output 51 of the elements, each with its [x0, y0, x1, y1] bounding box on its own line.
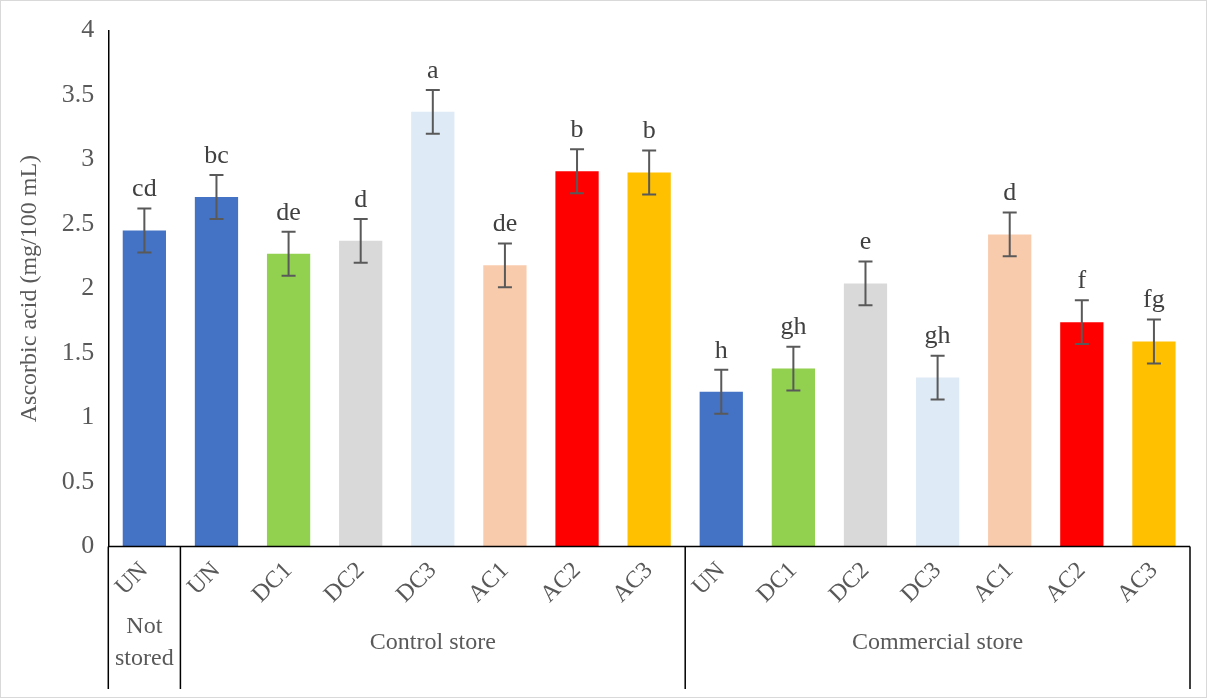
data-label: h — [714, 334, 728, 364]
data-label: bc — [204, 139, 229, 169]
bar — [266, 253, 311, 547]
bar — [915, 377, 960, 547]
y-tick-label: 4 — [81, 14, 95, 44]
x-tick-label: AC1 — [967, 556, 1018, 607]
x-tick-label: UN — [181, 556, 225, 600]
y-tick-label: 3.5 — [61, 78, 95, 108]
data-label: de — [492, 208, 518, 238]
bar — [771, 368, 816, 547]
y-tick-label: 0 — [81, 530, 95, 560]
x-tick-label: UN — [109, 556, 153, 600]
bar — [1132, 341, 1176, 547]
y-tick-label: 2.5 — [61, 207, 95, 237]
y-tick-label: 3 — [81, 143, 95, 173]
data-label: b — [570, 114, 584, 144]
y-axis-title: Ascorbic acid (mg/100 mL) — [14, 154, 41, 423]
data-label: de — [276, 196, 301, 226]
bar — [555, 171, 599, 547]
y-tick-label: 1 — [81, 401, 95, 431]
data-label: e — [859, 226, 872, 256]
x-tick-label: DC1 — [246, 556, 297, 607]
bar — [339, 240, 383, 547]
data-label: gh — [924, 320, 951, 350]
bar — [988, 234, 1032, 547]
bar — [1060, 322, 1104, 547]
x-tick-label: UN — [686, 556, 730, 600]
data-label: a — [427, 54, 440, 84]
data-label: d — [354, 183, 368, 213]
data-label: gh — [780, 311, 807, 341]
data-label: b — [642, 115, 656, 145]
data-label: f — [1077, 265, 1087, 295]
x-tick-label: DC1 — [750, 556, 802, 607]
bar — [699, 391, 743, 547]
bar — [122, 230, 166, 547]
x-tick-label: DC2 — [823, 556, 874, 607]
bar — [411, 111, 455, 547]
y-tick-label: 0.5 — [61, 465, 95, 495]
data-label: d — [1003, 177, 1017, 207]
text: Not stored — [115, 612, 174, 671]
y-tick-label: 1.5 — [61, 336, 95, 366]
data-label: cd — [132, 173, 157, 203]
bar — [843, 283, 888, 547]
y-tick-label: 2 — [81, 272, 95, 302]
x-tick-label: AC1 — [462, 556, 513, 607]
bar — [483, 265, 527, 547]
text: Control store — [369, 628, 496, 655]
data-label: fg — [1143, 284, 1165, 314]
bar — [627, 172, 671, 547]
text: Commercial store — [851, 628, 1024, 655]
bar — [194, 197, 239, 547]
